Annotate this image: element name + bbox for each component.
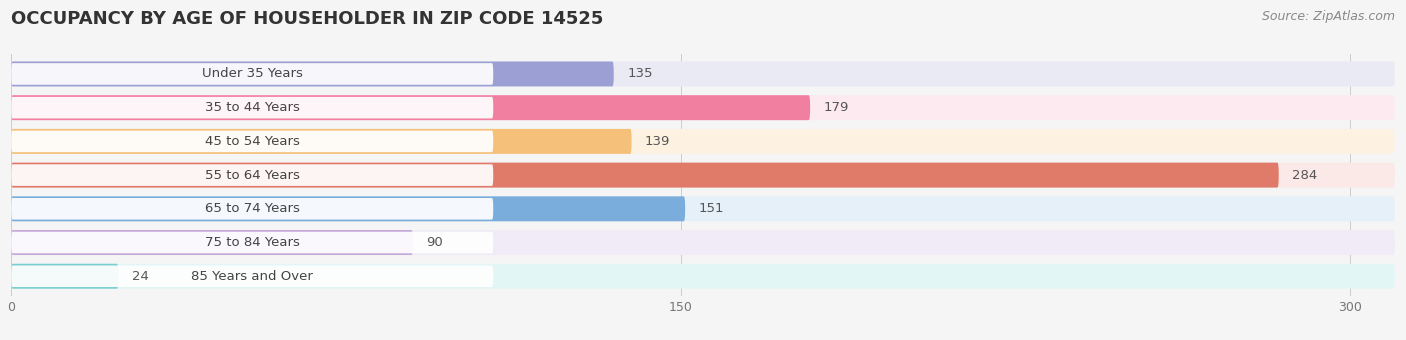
FancyBboxPatch shape (11, 230, 1395, 255)
FancyBboxPatch shape (11, 196, 1395, 221)
FancyBboxPatch shape (11, 164, 494, 186)
FancyBboxPatch shape (11, 264, 1395, 289)
Text: 65 to 74 Years: 65 to 74 Years (205, 202, 299, 215)
FancyBboxPatch shape (11, 129, 1395, 154)
FancyBboxPatch shape (11, 266, 494, 287)
Text: 85 Years and Over: 85 Years and Over (191, 270, 314, 283)
FancyBboxPatch shape (11, 129, 631, 154)
FancyBboxPatch shape (11, 95, 1395, 120)
Text: 55 to 64 Years: 55 to 64 Years (205, 169, 299, 182)
FancyBboxPatch shape (11, 196, 685, 221)
FancyBboxPatch shape (11, 264, 118, 289)
Text: 90: 90 (426, 236, 443, 249)
FancyBboxPatch shape (11, 63, 494, 85)
FancyBboxPatch shape (11, 62, 1395, 86)
Text: Under 35 Years: Under 35 Years (202, 67, 302, 81)
Text: OCCUPANCY BY AGE OF HOUSEHOLDER IN ZIP CODE 14525: OCCUPANCY BY AGE OF HOUSEHOLDER IN ZIP C… (11, 10, 603, 28)
FancyBboxPatch shape (11, 163, 1395, 188)
FancyBboxPatch shape (11, 163, 1278, 188)
Text: 139: 139 (645, 135, 671, 148)
Text: 135: 135 (627, 67, 652, 81)
Text: 45 to 54 Years: 45 to 54 Years (205, 135, 299, 148)
FancyBboxPatch shape (11, 232, 494, 253)
Text: 24: 24 (132, 270, 149, 283)
Text: Source: ZipAtlas.com: Source: ZipAtlas.com (1261, 10, 1395, 23)
FancyBboxPatch shape (11, 62, 614, 86)
FancyBboxPatch shape (11, 97, 494, 118)
Text: 151: 151 (699, 202, 724, 215)
FancyBboxPatch shape (11, 230, 413, 255)
FancyBboxPatch shape (11, 198, 494, 220)
Text: 75 to 84 Years: 75 to 84 Years (205, 236, 299, 249)
FancyBboxPatch shape (11, 95, 810, 120)
Text: 179: 179 (824, 101, 849, 114)
Text: 35 to 44 Years: 35 to 44 Years (205, 101, 299, 114)
Text: 284: 284 (1292, 169, 1317, 182)
FancyBboxPatch shape (11, 131, 494, 152)
